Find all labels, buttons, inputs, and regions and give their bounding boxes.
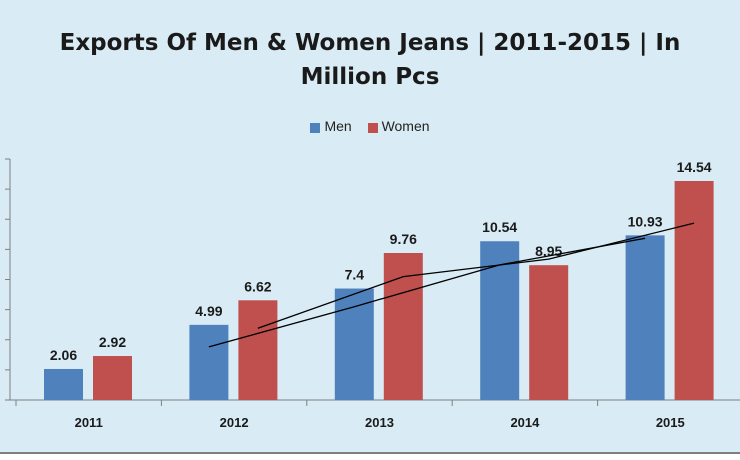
bar-men-2013 (334, 288, 374, 400)
x-tick-label-2012: 2012 (220, 415, 249, 430)
bar-women-2013 (383, 252, 423, 400)
legend: Men Women (0, 117, 740, 134)
bar-women-2014 (529, 265, 569, 400)
legend-item-men: Men (310, 118, 352, 135)
chart-title-line-1: Exports Of Men & Women Jeans | 2011-2015… (59, 30, 681, 56)
bar-women-2011 (93, 356, 132, 400)
data-label-men-2015: 10.93 (628, 213, 663, 229)
bar-men-2015 (625, 235, 665, 400)
data-label-men-2012: 4.99 (195, 303, 222, 319)
data-label-women-2015: 14.54 (677, 159, 712, 175)
data-label-men-2013: 7.4 (345, 267, 365, 283)
bar-women-2015 (674, 180, 714, 400)
legend-swatch-men (310, 122, 321, 133)
legend-label-women: Women (381, 118, 430, 135)
x-tick-label-2014: 2014 (510, 415, 540, 430)
bar-men-2014 (480, 241, 520, 400)
trendline-men (208, 237, 646, 348)
data-label-men-2014: 10.54 (482, 219, 517, 235)
x-tick-label-2015: 2015 (656, 415, 685, 430)
data-label-men-2011: 2.06 (50, 347, 77, 363)
bar-men-2012 (189, 324, 229, 400)
trendline-women (257, 222, 695, 329)
chart-title: Exports Of Men & Women Jeans | 2011-2015… (0, 26, 740, 94)
legend-swatch-women (367, 122, 378, 133)
data-label-women-2012: 6.62 (244, 278, 271, 294)
legend-label-men: Men (324, 118, 352, 135)
data-label-women-2011: 2.92 (99, 334, 126, 350)
bar-women-2012 (238, 300, 278, 400)
data-label-women-2013: 9.76 (390, 231, 417, 247)
legend-item-women: Women (367, 118, 430, 135)
x-tick-label-2011: 2011 (75, 415, 103, 430)
bar-men-2011 (44, 368, 83, 400)
chart-title-line-2: Million Pcs (300, 64, 440, 90)
x-tick-label-2013: 2013 (365, 415, 394, 430)
